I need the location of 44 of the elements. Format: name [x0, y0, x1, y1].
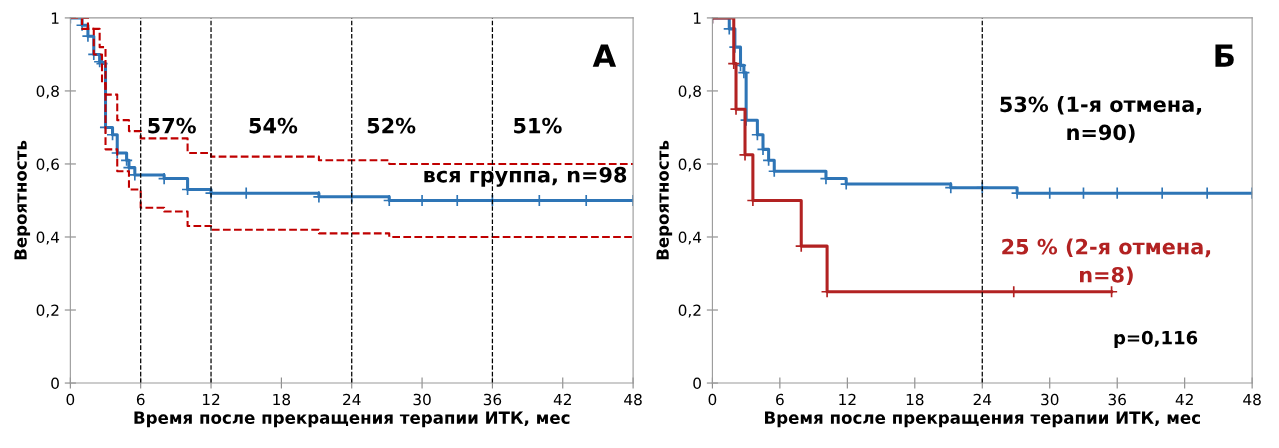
x-tick-label: 6 — [776, 393, 784, 406]
y-axis-title: Вероятность — [14, 140, 31, 260]
x-tick-label: 0 — [66, 393, 75, 406]
x-axis-title: Время после прекращения терапии ИТК, мес — [765, 411, 1200, 428]
y-tick-label: 0 — [693, 377, 701, 390]
x-tick-label: 36 — [1108, 393, 1126, 406]
y-tick-label: 0,8 — [678, 85, 701, 99]
y-tick-label: 0 — [51, 377, 59, 390]
annotation: 52% — [367, 117, 416, 134]
x-tick-label: 24 — [343, 393, 361, 406]
annotation: 54% — [249, 117, 298, 134]
x-tick-label: 6 — [136, 393, 145, 406]
y-tick-label: 0,6 — [36, 158, 59, 172]
x-tick-label: 18 — [273, 393, 291, 406]
annotation: вся группа, n=98 — [424, 166, 627, 187]
y-axis-title: Вероятность — [656, 140, 673, 260]
x-tick-label: 48 — [624, 393, 642, 406]
text: Б — [1215, 44, 1234, 67]
y-tick-label: 0,4 — [678, 231, 702, 245]
y-tick-label: 1 — [693, 12, 701, 24]
y-tick-label: 0,2 — [678, 304, 701, 318]
y-tick-label: 0,2 — [36, 304, 59, 318]
annotation: 51% — [514, 117, 562, 134]
x-axis-title: Время после прекращения терапии ИТК, мес — [134, 411, 570, 428]
y-tick-label: 0,4 — [36, 231, 60, 245]
x-tick-label: 42 — [1175, 393, 1193, 406]
x-tick-label: 12 — [839, 393, 856, 406]
x-tick-label: 42 — [553, 393, 571, 406]
x-tick-label: 36 — [483, 393, 502, 406]
x-tick-label: 30 — [413, 393, 431, 406]
x-tick-label: 30 — [1041, 393, 1059, 406]
x-tick-label: 48 — [1243, 393, 1261, 406]
y-tick-label: 1 — [51, 12, 59, 24]
text: А — [592, 44, 617, 67]
annotation: 57% — [148, 117, 196, 134]
y-tick-label: 0,8 — [36, 85, 59, 99]
x-tick-label: 12 — [202, 393, 220, 406]
x-tick-label: 18 — [906, 393, 924, 406]
y-tick-label: 0,6 — [678, 158, 702, 172]
x-tick-label: 24 — [973, 393, 992, 406]
annotation: 53% (1-я отмена, n=90) — [1000, 96, 1202, 143]
annotation: 25 % (2-я отмена, n=8) — [1002, 238, 1211, 286]
annotation: p=0,116 — [1114, 330, 1198, 348]
x-tick-label: 0 — [708, 393, 717, 406]
